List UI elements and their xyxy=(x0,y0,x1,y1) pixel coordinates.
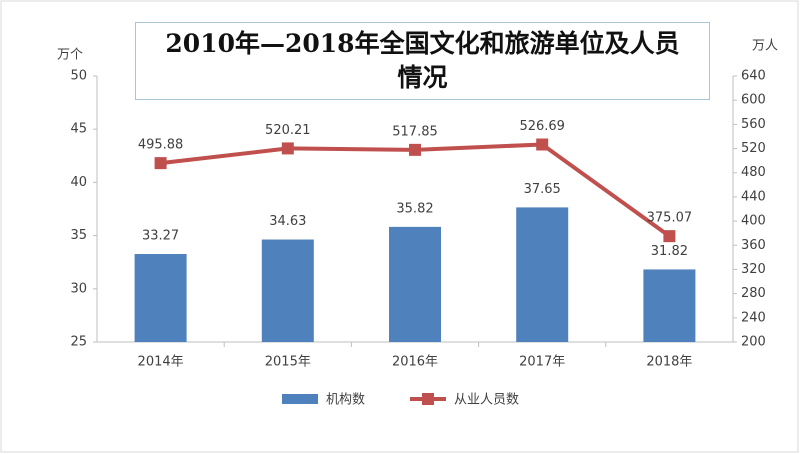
line-value-label: 520.21 xyxy=(265,123,311,138)
bar-value-label: 31.82 xyxy=(651,244,688,259)
legend-label: 从业人员数 xyxy=(454,393,519,408)
line-value-label: 495.88 xyxy=(138,138,184,153)
title-box: 2010年—2018年全国文化和旅游单位及人员情况 xyxy=(135,22,710,100)
bar-value-label: 33.27 xyxy=(142,229,179,244)
bar-value-label: 34.63 xyxy=(269,214,306,229)
x-tick-label: 2018年 xyxy=(646,355,692,370)
x-tick-label: 2016年 xyxy=(392,355,438,370)
bar-value-label: 35.82 xyxy=(396,201,433,216)
y2-tick-label: 440 xyxy=(741,189,766,204)
y2-tick-label: 600 xyxy=(741,93,766,108)
y2-tick-label: 640 xyxy=(741,69,766,84)
line-value-label: 375.07 xyxy=(647,211,693,226)
line xyxy=(160,142,671,238)
y-tick-label: 45 xyxy=(70,122,87,137)
y-tick-label: 40 xyxy=(70,175,87,190)
y2-axis-label: 万人 xyxy=(752,39,778,54)
y2-tick-label: 240 xyxy=(741,310,766,325)
chart-title: 2010年—2018年全国文化和旅游单位及人员情况 xyxy=(165,29,680,92)
legend-label: 机构数 xyxy=(326,393,365,408)
bar xyxy=(134,254,187,342)
line-marker xyxy=(409,143,421,156)
bar xyxy=(261,239,314,342)
bar xyxy=(389,226,441,342)
line-marker xyxy=(663,230,676,243)
y-tick-label: 50 xyxy=(70,69,87,84)
y2-tick-label: 360 xyxy=(741,238,766,253)
bar xyxy=(516,207,569,342)
bar-value-label: 37.65 xyxy=(524,182,561,197)
y2-tick-label: 520 xyxy=(741,141,766,156)
line-marker xyxy=(281,142,294,155)
x-tick-label: 2017年 xyxy=(519,355,565,370)
y2-tick-label: 200 xyxy=(741,335,766,350)
line-value-label: 517.85 xyxy=(392,124,438,139)
y2-tick-label: 280 xyxy=(741,286,766,301)
line-marker xyxy=(536,138,549,151)
y2-tick-label: 560 xyxy=(741,117,766,132)
y2-tick-label: 400 xyxy=(741,214,766,229)
y2-tick-label: 320 xyxy=(741,262,766,277)
x-tick-label: 2014年 xyxy=(138,355,184,370)
y-tick-label: 25 xyxy=(70,335,87,350)
y-axis-label: 万个 xyxy=(57,48,83,63)
legend-swatch xyxy=(282,394,318,404)
y-tick-label: 35 xyxy=(70,228,87,243)
bar xyxy=(643,269,696,342)
y2-tick-label: 480 xyxy=(741,165,766,180)
legend-swatch xyxy=(422,393,434,405)
y-tick-label: 30 xyxy=(70,281,87,296)
x-tick-label: 2015年 xyxy=(265,355,311,370)
line-value-label: 526.69 xyxy=(519,119,565,134)
line-marker xyxy=(154,157,167,170)
